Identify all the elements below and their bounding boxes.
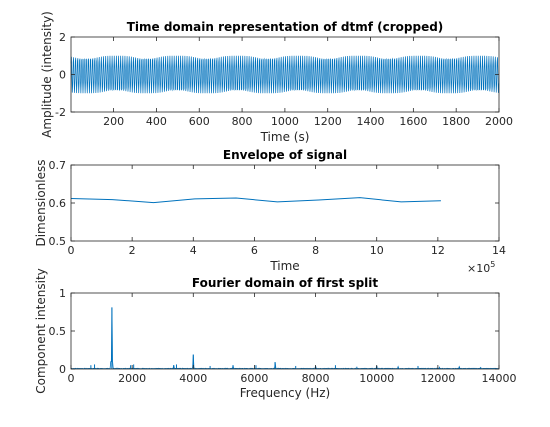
- x-tick-label-1: 200: [103, 115, 124, 128]
- series-group-1: [70, 55, 500, 94]
- ticks-group-3: 0 2000 4000 6000 8000 10000 12000 14000 0 0.5 1: [49, 287, 517, 385]
- x-tick-label-3: 10000: [359, 372, 394, 385]
- y-axis-label-1: Amplitude (intensity): [40, 11, 54, 138]
- x-exponent-base: ×10: [467, 262, 490, 275]
- x-tick-label-1: 1400: [357, 115, 385, 128]
- plot-title-2: Envelope of signal: [223, 148, 347, 162]
- spectrum-line: [70, 307, 500, 370]
- plot-title-3: Fourier domain of first split: [192, 276, 379, 290]
- x-tick-label-2: 4: [190, 244, 197, 257]
- x-tick-label-2: 2: [129, 244, 136, 257]
- x-tick-label-1: 800: [232, 115, 253, 128]
- y-tick-label-3: 1: [59, 287, 66, 300]
- axes-2-background: [71, 165, 499, 241]
- x-axis-label-1: Time (s): [260, 130, 310, 144]
- y-tick-label-1: 2: [59, 31, 66, 44]
- ticks-group-2: 0 2 4 6 8 10 12 14 0.5 0.6 0.7: [49, 159, 507, 257]
- x-tick-label-3: 14000: [482, 372, 517, 385]
- x-tick-label-3: 12000: [420, 372, 455, 385]
- x-tick-label-3: 0: [68, 372, 75, 385]
- subplot-envelope: 0 2 4 6 8 10 12 140.50.60.7 Envelope of signal …: [34, 148, 506, 275]
- envelope-line: [70, 197, 441, 204]
- x-axis-label-3: Frequency (Hz): [240, 386, 331, 400]
- x-tick-label-3: 8000: [302, 372, 330, 385]
- y-tick-label-3: 0.5: [49, 325, 67, 338]
- x-tick-label-2: 8: [312, 244, 319, 257]
- axes-2-box: [70, 164, 500, 242]
- y-tick-label-1: 0: [59, 69, 66, 82]
- x-tick-label-3: 2000: [118, 372, 146, 385]
- plot-title-1: Time domain representation of dtmf (crop…: [127, 20, 444, 34]
- x-tick-label-2: 10: [370, 244, 384, 257]
- y-tick-label-2: 0.7: [49, 159, 67, 172]
- x-tick-label-1: 2000: [485, 115, 513, 128]
- x-tick-label-1: 1600: [399, 115, 427, 128]
- x-tick-label-2: 6: [251, 244, 258, 257]
- x-tick-label-1: 1800: [442, 115, 470, 128]
- x-tick-label-1: 400: [146, 115, 167, 128]
- dtmf-signal-line: [70, 55, 500, 94]
- subplot-time-domain: 200 400 600 800 1000 1200 1400 1600 1800 2000-202…: [40, 11, 513, 144]
- x-tick-label-1: 600: [189, 115, 210, 128]
- series-group-2: [70, 197, 441, 204]
- x-tick-label-3: 4000: [179, 372, 207, 385]
- x-tick-label-2: 14: [492, 244, 506, 257]
- y-tick-label-1: -2: [55, 106, 66, 119]
- y-axis-label-3: Component intensity: [34, 268, 48, 394]
- axes-3-background: [71, 293, 499, 369]
- x-tick-label-3: 6000: [240, 372, 268, 385]
- axes-3-box: [70, 292, 500, 370]
- y-tick-label-3: 0: [59, 363, 66, 376]
- y-axis-label-2: Dimensionless: [34, 159, 48, 246]
- y-tick-label-2: 0.5: [49, 235, 67, 248]
- subplot-fourier: 0 2000 4000 6000 8000 10000 12000 14000 0 0.5 1 Fo…: [34, 268, 517, 400]
- x-tick-label-2: 0: [68, 244, 75, 257]
- x-exponent-label: ×105: [467, 260, 495, 275]
- axes-1-box: [70, 36, 500, 113]
- y-tick-label-2: 0.6: [49, 197, 67, 210]
- ticks-group-1: 200 400 600 800 1000 1200 1400 1600 1800 2000 -2 0 2: [55, 31, 513, 128]
- x-tick-label-1: 1200: [314, 115, 342, 128]
- x-tick-label-1: 1000: [271, 115, 299, 128]
- x-exponent-power: 5: [490, 260, 495, 269]
- x-tick-label-2: 12: [431, 244, 445, 257]
- x-axis-label-2: Time: [269, 259, 299, 273]
